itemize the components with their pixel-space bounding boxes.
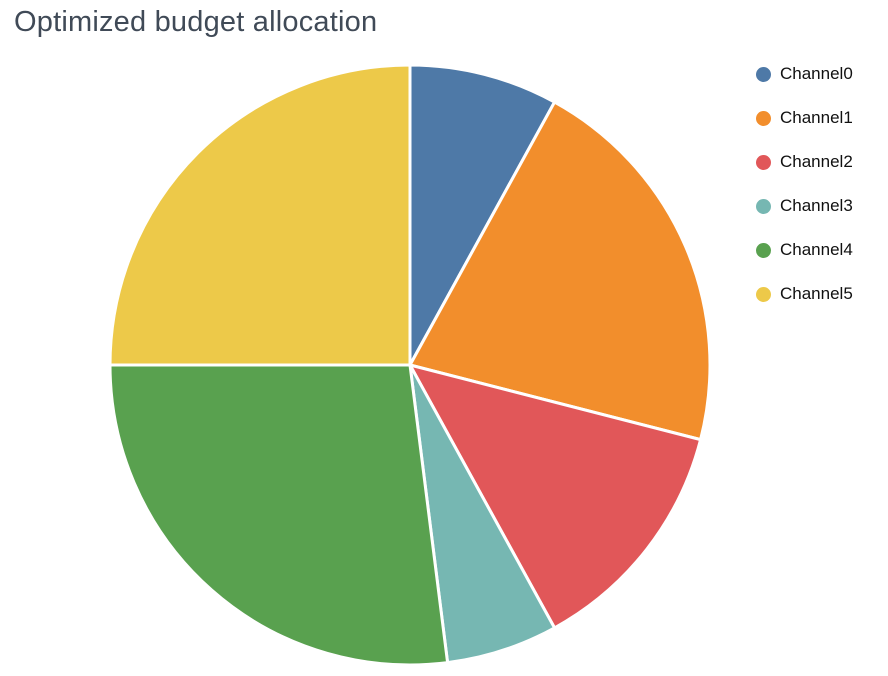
legend-item: Channel4 <box>756 240 853 260</box>
legend-label: Channel2 <box>780 152 853 171</box>
legend: Channel0 Channel1 Channel2 Channel3 Channel4… <box>756 64 853 328</box>
legend-item: Channel2 <box>756 152 853 172</box>
legend-marker-icon <box>756 286 771 302</box>
chart-title: Optimized budget allocation <box>14 6 378 38</box>
legend-item: Channel1 <box>756 108 853 128</box>
legend-label: Channel0 <box>780 64 853 83</box>
legend-label: Channel4 <box>780 240 853 259</box>
legend-marker-icon <box>756 154 771 170</box>
legend-label: Channel5 <box>780 284 853 303</box>
legend-item: Channel0 <box>756 64 853 84</box>
pie-slice-channel5 <box>108 63 412 367</box>
pie-chart <box>108 63 712 667</box>
legend-item: Channel3 <box>756 196 853 216</box>
pie-slice-channel4 <box>108 363 450 667</box>
legend-item: Channel5 <box>756 284 853 304</box>
legend-marker-icon <box>756 66 771 82</box>
pie-slice-channel2 <box>408 363 703 630</box>
pie-slice-channel0 <box>408 63 557 367</box>
legend-marker-icon <box>756 198 771 214</box>
legend-marker-icon <box>756 110 771 126</box>
legend-label: Channel1 <box>780 108 853 127</box>
legend-marker-icon <box>756 242 771 258</box>
pie-slice-channel1 <box>408 100 712 442</box>
legend-label: Channel3 <box>780 196 853 215</box>
